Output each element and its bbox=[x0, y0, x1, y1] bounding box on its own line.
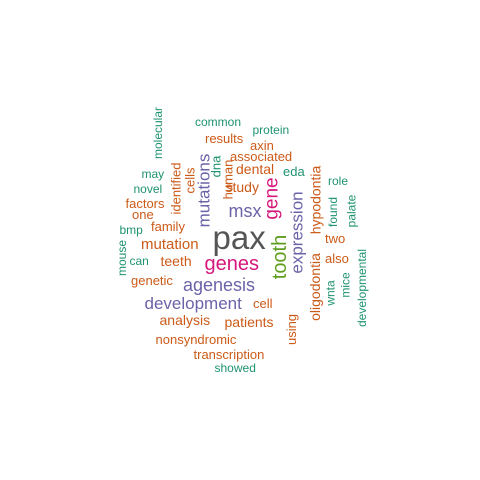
word-oligodontia: oligodontia bbox=[306, 253, 323, 321]
word-may: may bbox=[141, 167, 165, 181]
word-dna: dna bbox=[208, 155, 224, 177]
word-development: development bbox=[144, 293, 242, 313]
word-associated: associated bbox=[230, 148, 293, 164]
word-cells: cells bbox=[182, 166, 198, 194]
word-one: one bbox=[132, 206, 154, 222]
word-bmp: bmp bbox=[119, 223, 143, 237]
word-identified: identified bbox=[168, 161, 184, 215]
word-dental: dental bbox=[236, 161, 275, 177]
word-cell: cell bbox=[253, 295, 273, 311]
word-two: two bbox=[325, 230, 346, 246]
word-common: common bbox=[195, 115, 242, 129]
word-pax: pax bbox=[212, 218, 266, 256]
word-wnta: wnta bbox=[323, 280, 338, 306]
word-mutation: mutation bbox=[141, 235, 199, 253]
word-developmental: developmental bbox=[355, 248, 370, 328]
word-using: using bbox=[283, 313, 299, 345]
word-hypodontia: hypodontia bbox=[306, 165, 323, 235]
word-also: also bbox=[325, 250, 349, 266]
word-gene: gene bbox=[261, 176, 283, 220]
word-factors: factors bbox=[125, 195, 165, 211]
word-can: can bbox=[129, 254, 149, 268]
word-expression: expression bbox=[287, 190, 307, 274]
word-genetic: genetic bbox=[131, 272, 173, 288]
word-molecular: molecular bbox=[151, 106, 166, 160]
word-mice: mice bbox=[338, 272, 353, 298]
word-genes: genes bbox=[204, 253, 260, 275]
word-palate: palate bbox=[343, 194, 358, 228]
word-study: study bbox=[225, 179, 259, 195]
word-analysis: analysis bbox=[159, 312, 211, 328]
word-showed: showed bbox=[214, 361, 256, 375]
word-msx: msx bbox=[228, 201, 262, 221]
word-found: found bbox=[326, 196, 341, 228]
word-eda: eda bbox=[283, 163, 305, 179]
word-mouse: mouse bbox=[115, 239, 130, 277]
word-axin: axin bbox=[250, 137, 274, 153]
word-nonsyndromic: nonsyndromic bbox=[155, 331, 237, 347]
word-results: results bbox=[205, 130, 244, 146]
word-transcription: transcription bbox=[193, 346, 265, 362]
word-patients: patients bbox=[224, 314, 274, 330]
word-teeth: teeth bbox=[160, 253, 192, 269]
word-family: family bbox=[151, 218, 185, 234]
word-protein: protein bbox=[252, 123, 290, 137]
word-novel: novel bbox=[133, 182, 163, 196]
word-agenesis: agenesis bbox=[183, 275, 256, 295]
word-role: role bbox=[328, 174, 349, 188]
